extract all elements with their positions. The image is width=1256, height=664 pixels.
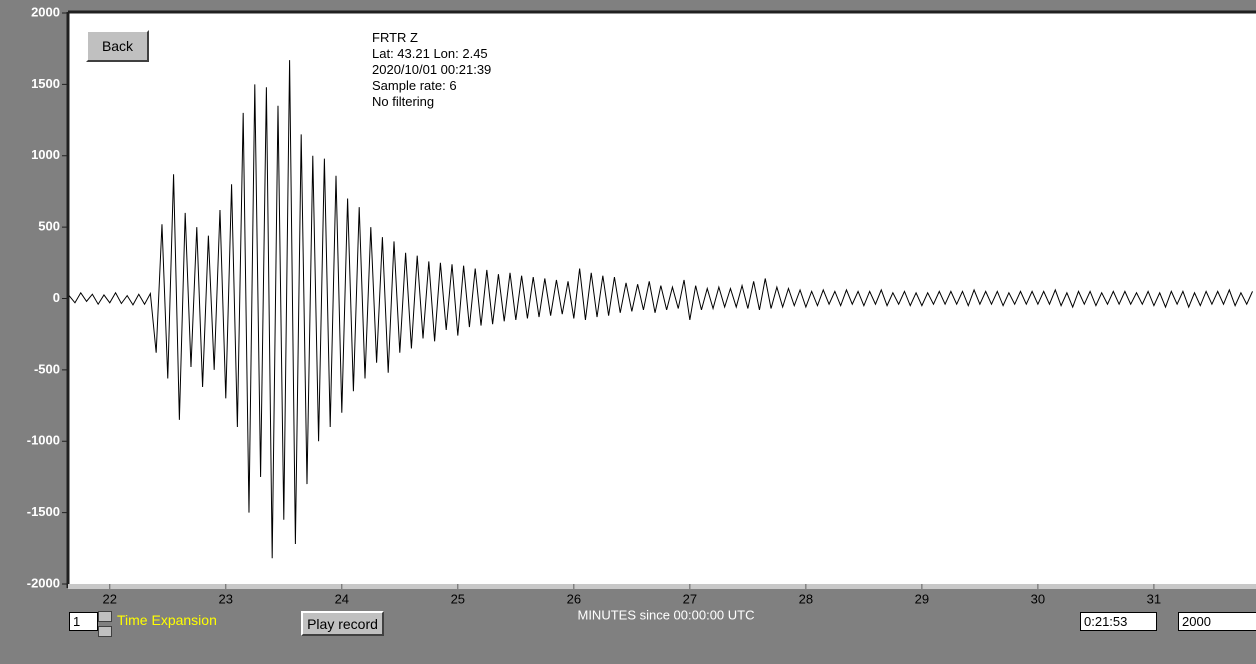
filter-label: No filtering — [372, 94, 435, 109]
time-expansion-input[interactable]: 1 — [69, 612, 98, 631]
x-tick-label: 29 — [915, 591, 929, 606]
y-tick-label: -1000 — [27, 433, 60, 448]
x-tick-label: 28 — [799, 591, 813, 606]
y-tick-label: 500 — [38, 219, 60, 234]
y-tick-label: -2000 — [27, 575, 60, 590]
play-record-button[interactable]: Play record — [301, 611, 384, 636]
seismic-trace — [68, 60, 1253, 559]
spin-down[interactable] — [98, 626, 112, 637]
location-label: Lat: 43.21 Lon: 2.45 — [372, 46, 488, 61]
back-button[interactable]: Back — [86, 30, 149, 62]
spin-up[interactable] — [98, 611, 112, 622]
y-tick-label: -1500 — [27, 504, 60, 519]
x-tick-label: 30 — [1031, 591, 1045, 606]
scale-field[interactable]: 2000 — [1178, 612, 1256, 631]
y-tick-label: 1000 — [31, 147, 60, 162]
x-tick-label: 23 — [219, 591, 233, 606]
x-tick-label: 24 — [335, 591, 349, 606]
y-tick-label: 0 — [53, 290, 60, 305]
time-field[interactable]: 0:21:53 — [1080, 612, 1157, 631]
x-tick-label: 25 — [451, 591, 465, 606]
x-tick-label: 31 — [1147, 591, 1161, 606]
y-tick-label: 1500 — [31, 76, 60, 91]
station-label: FRTR Z — [372, 30, 418, 45]
x-tick-label: 22 — [103, 591, 117, 606]
y-tick-label: 2000 — [31, 4, 60, 19]
y-tick-label: -500 — [34, 361, 60, 376]
sample-rate-label: Sample rate: 6 — [372, 78, 457, 93]
x-axis-band — [68, 584, 1256, 589]
datetime-label: 2020/10/01 00:21:39 — [372, 62, 492, 77]
x-tick-label: 27 — [683, 591, 697, 606]
x-axis-title: MINUTES since 00:00:00 UTC — [577, 607, 754, 622]
time-expansion-label: Time Expansion — [117, 612, 217, 628]
x-tick-label: 26 — [567, 591, 581, 606]
